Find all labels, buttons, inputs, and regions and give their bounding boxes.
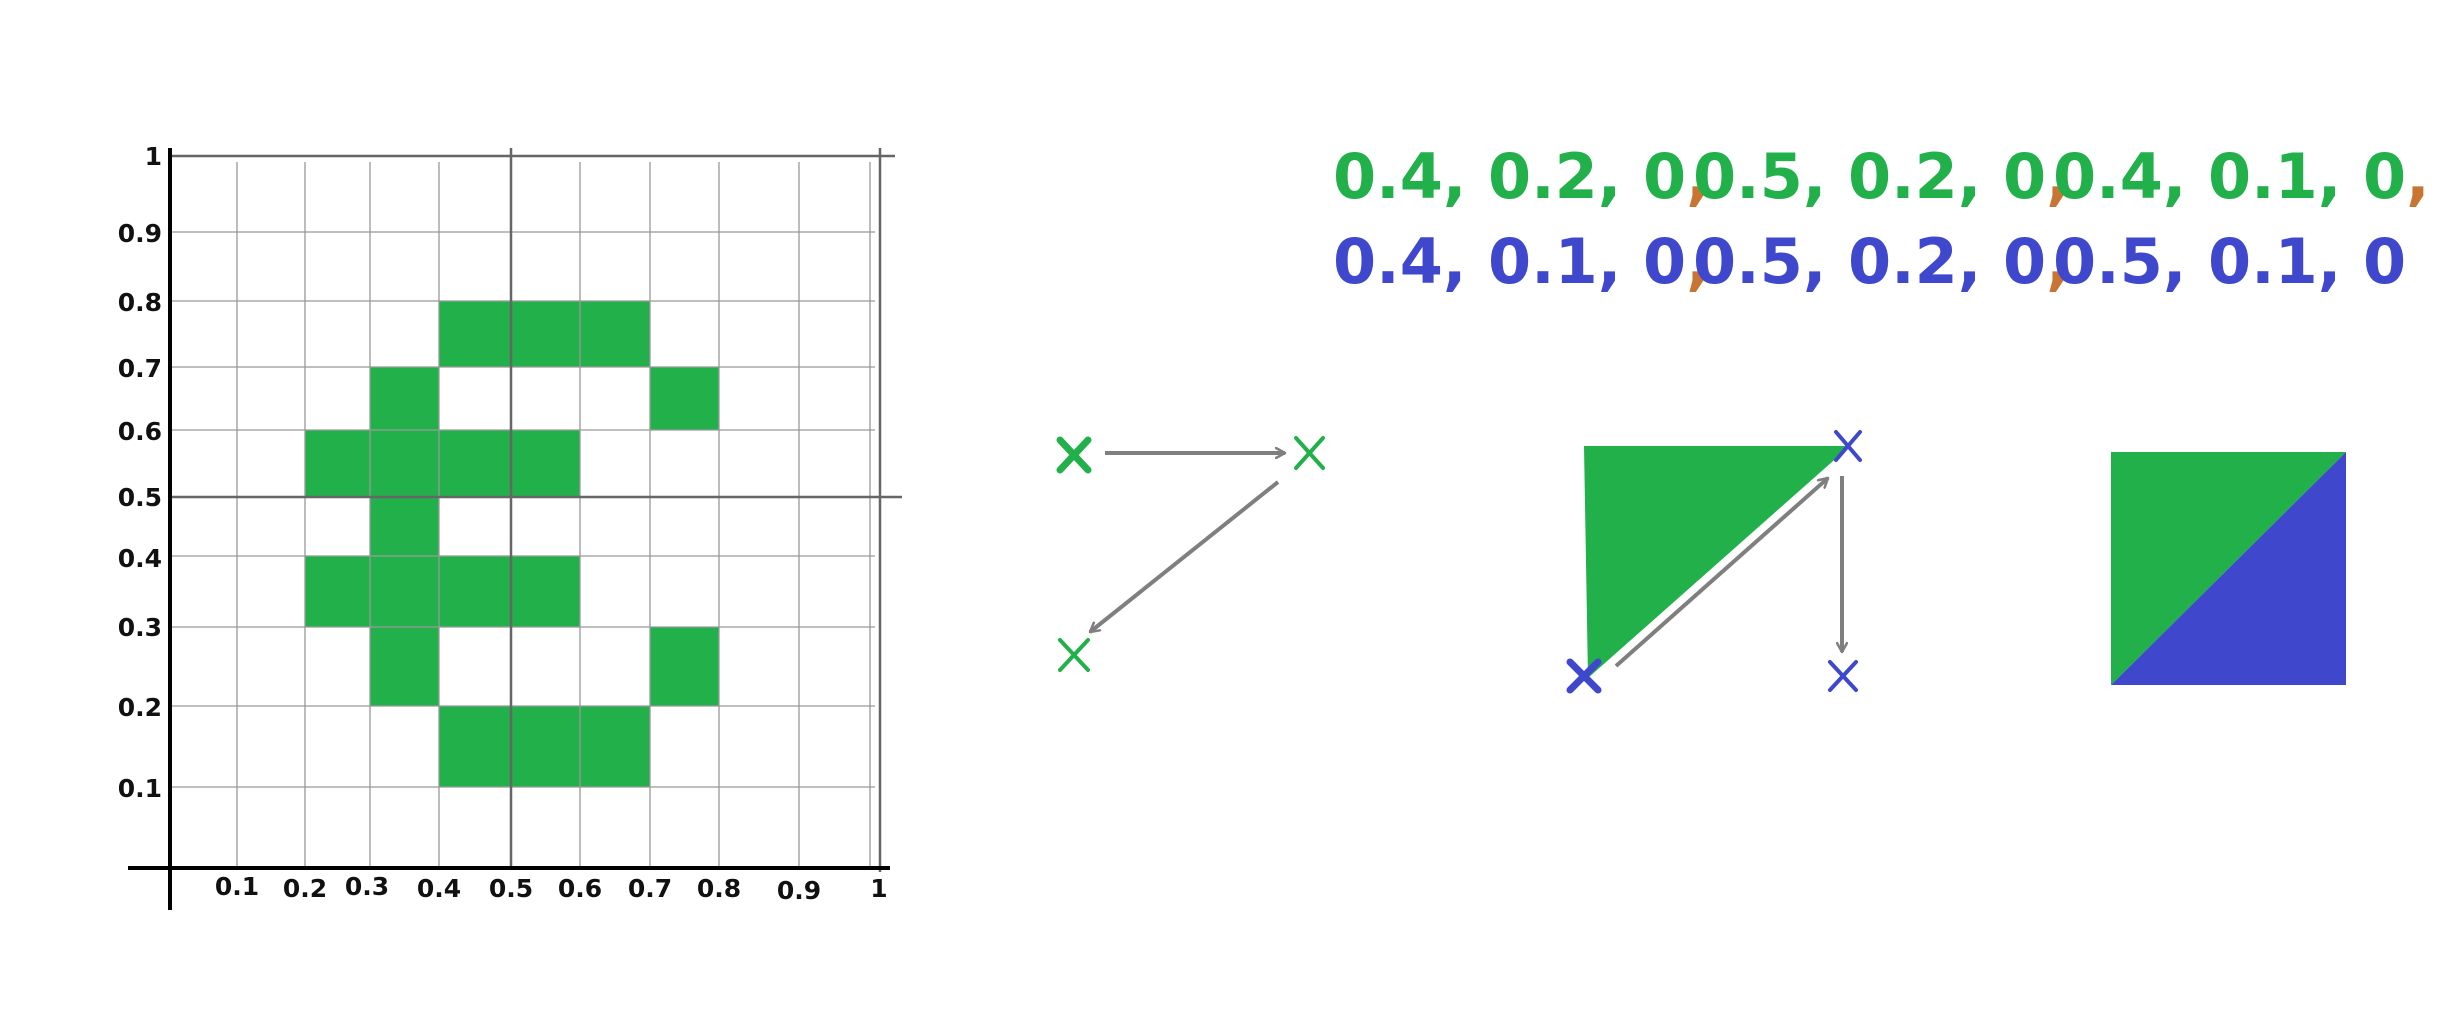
- coordinate-row-green: 0.4, 0.1, 0,: [2053, 140, 2430, 213]
- x-tick-label: 0.1: [215, 872, 259, 901]
- coordinate-row-blue: 0.5, 0.2, 0,: [1693, 225, 2070, 298]
- filled-cells: [305, 301, 719, 787]
- coordinate-row-green: 0.5, 0.2, 0,: [1693, 140, 2070, 213]
- arrow-icon: [1614, 476, 1830, 668]
- filled-cell: [511, 706, 580, 787]
- x-mark-icon: [1828, 660, 1858, 692]
- coord-value: 0.4, 0.1, 0: [1333, 225, 1686, 298]
- x-mark-icon: [1056, 436, 1092, 474]
- coordinate-row-blue: 0.4, 0.1, 0,: [1333, 225, 1710, 298]
- filled-cell: [370, 497, 439, 556]
- coord-separator: ,: [2046, 225, 2070, 298]
- y-tick-label: 0.3: [118, 613, 162, 642]
- filled-cell: [439, 556, 511, 627]
- coord-value: 0.4, 0.1, 0: [2053, 140, 2406, 213]
- x-tick-label: 0.2: [283, 874, 327, 903]
- arrow-icon: [1090, 480, 1280, 634]
- y-tick-label: 0.5: [118, 483, 162, 512]
- x-mark-icon: [1058, 638, 1090, 672]
- filled-cell: [650, 627, 719, 706]
- coord-separator: ,: [2406, 140, 2430, 213]
- x-tick-label: 0.5: [489, 874, 533, 903]
- x-tick-label: 0.7: [628, 874, 672, 903]
- coord-value: 0.5, 0.1, 0: [2053, 225, 2406, 298]
- filled-cell: [580, 706, 650, 787]
- x-tick-label: 0.9: [777, 876, 821, 905]
- coord-separator: ,: [2046, 140, 2070, 213]
- filled-cell: [439, 430, 511, 497]
- coordinate-row-green: 0.4, 0.2, 0,: [1333, 140, 1710, 213]
- green-triangle: [1584, 446, 1850, 678]
- y-tick-label: 0.2: [118, 693, 162, 722]
- coordinate-row-blue: 0.5, 0.1, 0: [2053, 225, 2406, 298]
- blue-triangle: [2111, 452, 2346, 685]
- filled-cell: [511, 556, 580, 627]
- y-tick-label: 0.7: [118, 354, 162, 383]
- y-tick-label: 0.9: [118, 219, 162, 248]
- x-mark-icon: [1566, 658, 1602, 694]
- x-mark-icon: [1294, 436, 1325, 470]
- filled-cell: [370, 367, 439, 430]
- y-tick-label: 0.1: [118, 774, 162, 803]
- coord-value: 0.4, 0.2, 0: [1333, 140, 1686, 213]
- filled-cell: [511, 430, 580, 497]
- filled-cell: [305, 430, 370, 497]
- x-tick-label: 1: [870, 874, 887, 903]
- coord-separator: ,: [1686, 140, 1710, 213]
- filled-cell: [511, 301, 580, 367]
- filled-cell: [370, 627, 439, 706]
- x-mark-icon: [1834, 430, 1862, 462]
- x-tick-label: 0.4: [417, 874, 461, 903]
- vertex-coordinates: 0.4, 0.2, 0, 0.5, 0.2, 0, 0.4, 0.1, 0, 0…: [1333, 140, 2430, 298]
- triangle-with-blue-sequence: [1566, 430, 1862, 694]
- filled-cell: [580, 301, 650, 367]
- y-tick-labels: 0.1 0.2 0.3 0.4 0.5 0.6 0.7 0.8 0.9 1: [118, 142, 162, 803]
- x-tick-label: 0.3: [345, 872, 389, 901]
- coord-separator: ,: [1686, 225, 1710, 298]
- filled-cell: [439, 301, 511, 367]
- completed-quad: [2111, 452, 2346, 685]
- x-tick-label: 0.6: [558, 874, 602, 903]
- filled-cell: [305, 556, 370, 627]
- grid-lines: [170, 162, 875, 868]
- filled-cell: [370, 556, 439, 627]
- green-vertex-sequence: [1056, 436, 1325, 672]
- y-tick-label: 1: [145, 142, 162, 171]
- y-tick-label: 0.6: [118, 417, 162, 446]
- filled-cell: [650, 367, 719, 430]
- x-tick-labels: 0.1 0.2 0.3 0.4 0.5 0.6 0.7 0.8 0.9 1: [215, 872, 888, 905]
- pixel-grid: 0.1 0.2 0.3 0.4 0.5 0.6 0.7 0.8 0.9 1 0.…: [118, 142, 902, 910]
- filled-cell: [439, 706, 511, 787]
- x-tick-label: 0.8: [697, 874, 741, 903]
- filled-cell: [370, 430, 439, 497]
- y-tick-label: 0.8: [118, 288, 162, 317]
- coord-value: 0.5, 0.2, 0: [1693, 225, 2046, 298]
- y-tick-label: 0.4: [118, 544, 162, 573]
- coord-value: 0.5, 0.2, 0: [1693, 140, 2046, 213]
